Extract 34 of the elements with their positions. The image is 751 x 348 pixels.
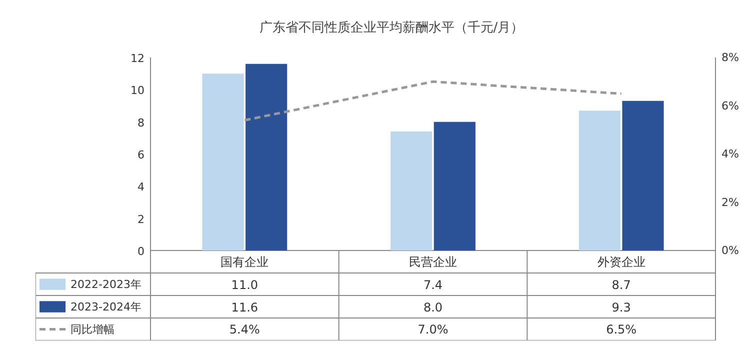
bar: [578, 110, 620, 250]
x-tick-label: 外资企业: [597, 254, 646, 269]
y-tick-label: 10: [130, 84, 145, 98]
y-tick-label: 12: [130, 52, 145, 65]
legend-label: 2023-2024年: [70, 300, 142, 314]
legend-label: 2022-2023年: [70, 278, 142, 291]
data-label: 5.4%: [229, 322, 260, 336]
y-tick-label: 4: [138, 180, 144, 194]
data-label: 6.5%: [606, 322, 637, 336]
y2-tick-label: 4%: [722, 148, 739, 160]
chart-title: 广东省不同性质企业平均薪酬水平（千元/月）: [259, 20, 524, 36]
bar: [622, 100, 664, 250]
data-label: 7.4: [423, 278, 443, 292]
data-label: 8.0: [423, 300, 443, 314]
data-label: 7.0%: [418, 322, 448, 336]
y-tick-label: 8: [138, 116, 144, 130]
y2-tick-label: 2%: [722, 196, 739, 209]
y-tick-label: 2: [138, 212, 144, 226]
legend-label: 同比增幅: [70, 322, 114, 336]
y2-tick-label: 6%: [722, 99, 739, 112]
bar: [434, 122, 476, 250]
bar: [390, 131, 432, 250]
y-tick-label: 0: [138, 245, 144, 258]
data-label: 11.6: [231, 300, 258, 314]
x-tick-label: 民营企业: [409, 254, 457, 269]
x-tick-label: 国有企业: [220, 254, 269, 269]
y2-tick-label: 0%: [722, 244, 739, 257]
data-label: 9.3: [612, 300, 631, 314]
data-label: 8.7: [612, 278, 631, 292]
data-label: 11.0: [231, 278, 258, 292]
y-tick-label: 6: [138, 148, 144, 162]
bar: [246, 64, 288, 250]
bar: [202, 74, 244, 250]
y2-tick-label: 8%: [722, 51, 739, 64]
